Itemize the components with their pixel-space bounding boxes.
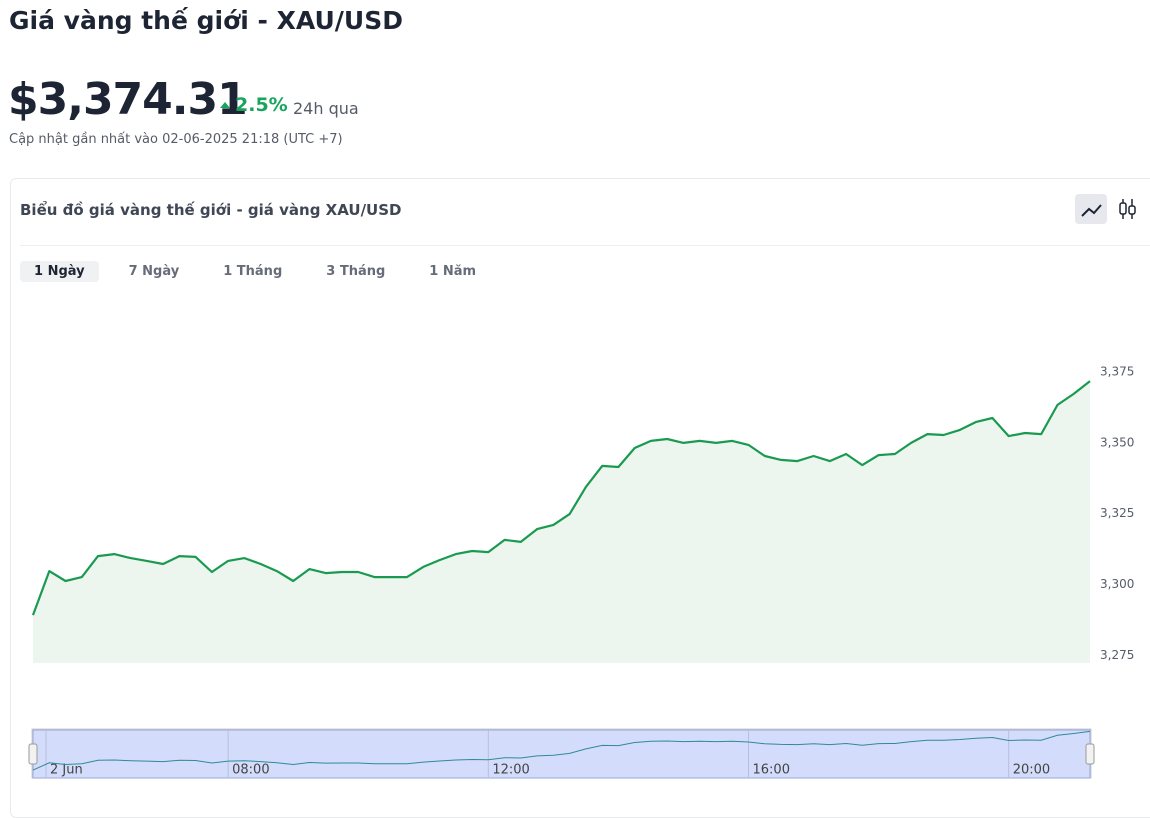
- x-tick-label: 16:00: [753, 763, 790, 778]
- x-tick-label: 12:00: [492, 763, 529, 778]
- x-tick-label: 08:00: [232, 763, 269, 778]
- navigator-line: [32, 730, 1091, 771]
- line-icon: [1081, 204, 1102, 217]
- y-tick-label: 3,375: [1100, 364, 1134, 378]
- range-tabs: 1 Ngày 7 Ngày 1 Tháng 3 Tháng 1 Năm: [20, 261, 506, 282]
- y-tick-label: 3,350: [1100, 435, 1134, 449]
- separator: [20, 245, 1150, 246]
- x-tick-label: 2 Jun: [50, 763, 83, 778]
- page: Giá vàng thế giới - XAU/USD $3,374.31 2.…: [0, 0, 1150, 792]
- card-title: Biểu đồ giá vàng thế giới - giá vàng XAU…: [20, 201, 402, 219]
- range-tab[interactable]: 1 Ngày: [20, 261, 99, 282]
- updated-time: Cập nhật gần nhất vào 02-06-2025 21:18 (…: [9, 132, 343, 147]
- range-tab[interactable]: 3 Tháng: [326, 264, 386, 279]
- y-tick-label: 3,275: [1100, 648, 1134, 662]
- area: [33, 381, 1090, 663]
- chart: 3,275 3,300 3,325 3,350 3,375 2 Jun 08:00 12:00…: [28, 199, 1136, 779]
- price-line: [31, 380, 1091, 616]
- y-tick-label: 3,325: [1100, 506, 1134, 520]
- page-title: Giá vàng thế giới - XAU/USD: [9, 6, 403, 35]
- price: $3,374.31: [8, 74, 248, 125]
- range-tab[interactable]: 1 Năm: [429, 264, 477, 279]
- range-tab[interactable]: 1 Tháng: [223, 264, 283, 279]
- y-tick-label: 3,300: [1100, 577, 1134, 591]
- x-tick-label: 20:00: [1013, 763, 1050, 778]
- navigator-handle[interactable]: [1085, 743, 1095, 765]
- change-period: 24h qua: [293, 99, 359, 118]
- price-change: 2.5%: [220, 94, 288, 116]
- range-tab[interactable]: 7 Ngày: [128, 264, 180, 279]
- navigator-handle[interactable]: [28, 743, 38, 765]
- candle-icon[interactable]: [1119, 199, 1136, 219]
- line-view-button[interactable]: [1075, 194, 1107, 224]
